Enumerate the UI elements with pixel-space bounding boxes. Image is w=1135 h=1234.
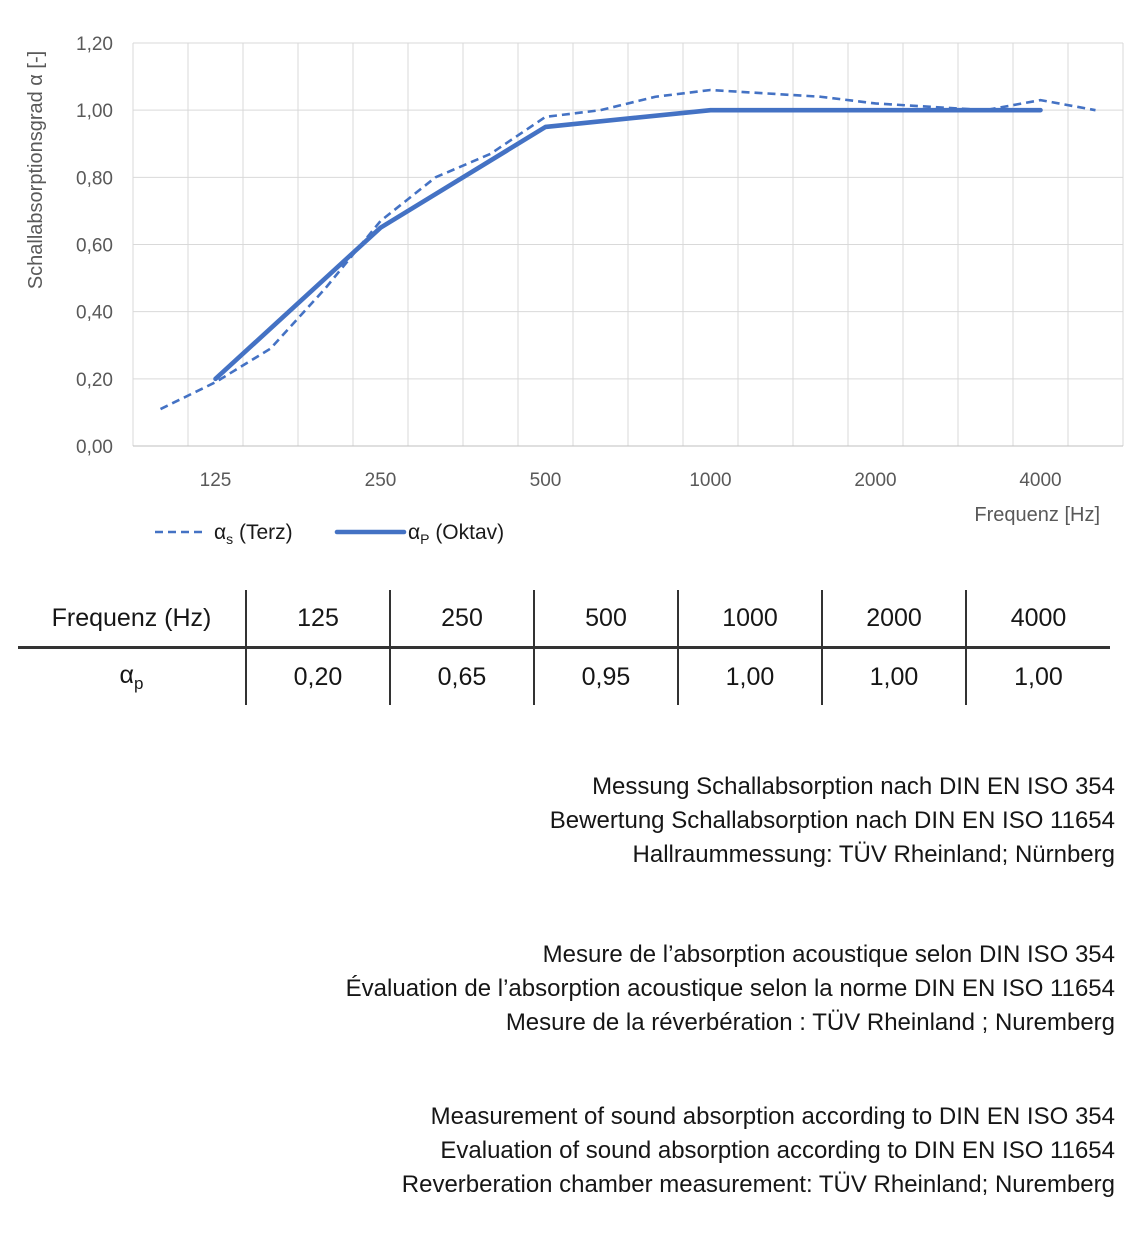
note-german: Messung Schallabsorption nach DIN EN ISO… (550, 770, 1115, 872)
y-tick-label: 0,20 (76, 370, 113, 391)
y-tick-label: 0,40 (76, 303, 113, 324)
x-tick-label: 1000 (689, 470, 731, 491)
y-axis-title: Schallabsorptionsgrad α [-] (25, 51, 47, 289)
x-tick-label: 500 (530, 470, 562, 491)
note-line: Measurement of sound absorption accordin… (430, 1103, 1115, 1130)
chart-legend: αs (Terz) αP (Oktav) (155, 521, 504, 547)
table-header-500: 500 (533, 590, 678, 649)
table-value-125: 0,20 (245, 647, 390, 705)
x-axis-title: Frequenz [Hz] (974, 504, 1100, 526)
table-value-2000: 1,00 (821, 647, 966, 705)
table-header-1000: 1000 (677, 590, 822, 649)
x-axis-tick-labels: 125 250 500 1000 2000 4000 (200, 470, 1062, 491)
table-header-250: 250 (389, 590, 534, 649)
legend-label-alpha-p: αP (Oktav) (408, 521, 504, 547)
table-header-frequency: Frequenz (Hz) (18, 590, 246, 649)
x-tick-label: 2000 (854, 470, 896, 491)
note-english: Measurement of sound absorption accordin… (402, 1100, 1115, 1202)
y-tick-label: 0,80 (76, 168, 113, 189)
table-value-1000: 1,00 (677, 647, 822, 705)
table-header-125: 125 (245, 590, 390, 649)
note-line: Mesure de la réverbération : TÜV Rheinla… (505, 1009, 1115, 1036)
absorption-chart: 0,00 0,20 0,40 0,60 0,80 1,00 1,20 125 250 500 10… (25, 34, 1124, 547)
note-line: Hallraummessung: TÜV Rheinland; Nürnberg (632, 841, 1115, 868)
absorption-values-table: Frequenz (Hz) 125 250 500 1000 2000 4000… (18, 590, 1110, 705)
table-header-2000: 2000 (821, 590, 966, 649)
y-tick-label: 0,00 (76, 437, 113, 458)
note-line: Évaluation de l’absorption acoustique se… (345, 975, 1115, 1002)
x-tick-label: 250 (365, 470, 397, 491)
table-value-row: αp 0,20 0,65 0,95 1,00 1,00 1,00 (18, 647, 1110, 705)
table-row-label-alpha-p: αp (119, 660, 144, 693)
y-axis-tick-labels: 0,00 0,20 0,40 0,60 0,80 1,00 1,20 (76, 34, 113, 458)
y-tick-label: 1,00 (76, 101, 113, 122)
legend-label-alpha-s: αs (Terz) (214, 521, 293, 547)
y-tick-label: 1,20 (76, 34, 113, 55)
x-tick-label: 4000 (1019, 470, 1061, 491)
note-french: Mesure de l’absorption acoustique selon … (346, 938, 1115, 1040)
series-solid-line (213, 107, 1043, 382)
table-header-4000: 4000 (965, 590, 1110, 649)
table-value-4000: 1,00 (965, 647, 1110, 705)
note-line: Evaluation of sound absorption according… (440, 1137, 1115, 1164)
note-line: Reverberation chamber measurement: TÜV R… (401, 1171, 1115, 1198)
note-line: Messung Schallabsorption nach DIN EN ISO… (592, 773, 1115, 800)
y-tick-label: 0,60 (76, 236, 113, 257)
series-dashed-line (159, 88, 1096, 411)
x-tick-label: 125 (200, 470, 232, 491)
chart-series (159, 88, 1096, 411)
note-line: Mesure de l’absorption acoustique selon … (542, 941, 1115, 968)
table-header-row: Frequenz (Hz) 125 250 500 1000 2000 4000 (18, 590, 1110, 649)
table-value-250: 0,65 (389, 647, 534, 705)
table-value-500: 0,95 (533, 647, 678, 705)
note-line: Bewertung Schallabsorption nach DIN EN I… (549, 807, 1115, 834)
